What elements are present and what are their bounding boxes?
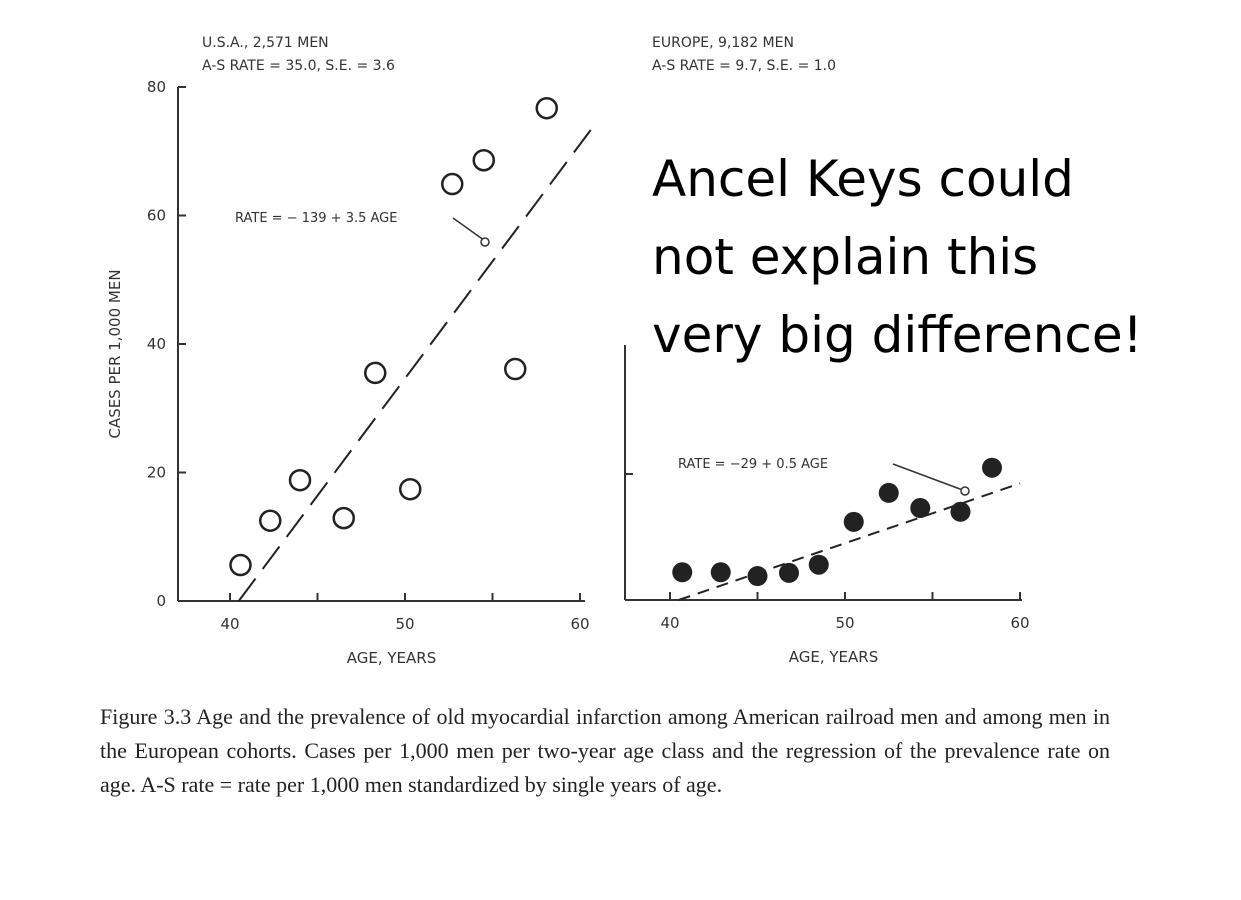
data-point: [364, 361, 387, 385]
regression-line: [237, 124, 595, 602]
data-point: [982, 457, 1002, 478]
data-point: [747, 566, 768, 587]
panel-subtitle: A-S RATE = 35.0, S.E. = 3.6: [202, 58, 395, 74]
data-point: [504, 357, 527, 381]
data-point: [878, 482, 899, 503]
overlay-line-3: very big difference!: [652, 306, 1143, 364]
overlay-line-1: Ancel Keys could: [652, 150, 1074, 208]
x-tick-label: 60: [570, 615, 589, 633]
data-point: [710, 562, 731, 583]
arrow-head: [480, 237, 490, 247]
data-point: [672, 562, 693, 583]
overlay-line-2: not explain this: [652, 228, 1039, 286]
data-point: [288, 468, 312, 492]
data-point: [535, 96, 558, 120]
y-tick-label: 0: [156, 592, 166, 610]
figure-caption: Figure 3.3 Age and the prevalence of old…: [100, 704, 1110, 797]
arrow-head: [960, 486, 970, 496]
x-axis-label: AGE, YEARS: [789, 648, 878, 666]
data-point: [441, 172, 464, 196]
data-point: [808, 554, 829, 575]
data-point: [259, 509, 282, 532]
data-point: [332, 506, 355, 530]
x-tick-label: 40: [660, 614, 679, 632]
panel-subtitle: A-S RATE = 9.7, S.E. = 1.0: [652, 58, 836, 74]
regression-label: RATE = −29 + 0.5 AGE: [678, 457, 828, 472]
y-tick-label: 80: [147, 78, 166, 96]
data-point: [399, 477, 422, 501]
data-point: [843, 511, 864, 532]
regression-label: RATE = − 139 + 3.5 AGE: [235, 211, 397, 226]
annotation-overlay: Ancel Keys could not explain this very b…: [648, 140, 1147, 374]
y-axis-label: CASES PER 1,000 MEN: [106, 269, 124, 438]
panel-title: EUROPE, 9,182 MEN: [652, 35, 794, 51]
panel-title: U.S.A., 2,571 MEN: [202, 35, 329, 51]
x-tick-label: 60: [1010, 614, 1029, 632]
chart-area: U.S.A., 2,571 MEN A-S RATE = 35.0, S.E. =…: [106, 35, 1030, 667]
x-tick-label: 50: [395, 615, 414, 633]
data-point: [472, 148, 495, 172]
data-point: [229, 553, 252, 577]
data-point: [950, 501, 971, 522]
x-tick-label: 50: [835, 614, 854, 632]
arrow-line: [892, 463, 969, 493]
regression-line: [678, 482, 1021, 601]
data-point: [779, 562, 799, 583]
y-tick-label: 20: [147, 464, 166, 482]
x-axis-label: AGE, YEARS: [347, 649, 436, 667]
y-tick-label: 40: [147, 335, 166, 353]
y-tick-label: 60: [147, 207, 166, 225]
data-point: [910, 498, 931, 519]
x-tick-label: 40: [220, 615, 239, 633]
